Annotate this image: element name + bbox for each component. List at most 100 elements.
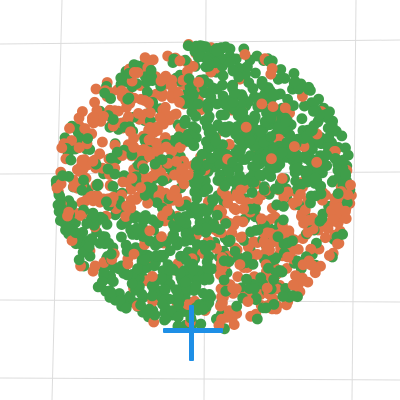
cell-dot: [179, 236, 191, 247]
cell-dot: [250, 67, 261, 79]
cell-dot: [207, 194, 218, 206]
cell-dot: [305, 126, 317, 137]
cell-dot: [125, 202, 137, 214]
cell-dot: [322, 223, 334, 235]
cell-dot: [78, 174, 89, 186]
cell-dot: [174, 142, 186, 153]
cell-dot: [273, 183, 285, 195]
cell-dot: [238, 203, 250, 215]
cell-dot: [89, 96, 100, 108]
cell-dot: [255, 126, 267, 138]
cell-dot: [263, 262, 274, 274]
cell-dot: [146, 271, 158, 282]
cell-dot: [223, 121, 235, 132]
cell-dot: [126, 278, 138, 289]
cell-dot: [141, 86, 153, 98]
cell-dot: [220, 41, 232, 53]
cell-dot: [301, 165, 313, 177]
cell-dot: [224, 234, 236, 246]
cell-dot: [162, 205, 173, 217]
cell-dot: [130, 194, 142, 205]
cell-dot: [209, 222, 221, 234]
cell-dot: [145, 64, 157, 76]
cell-dot: [88, 117, 99, 129]
cell-dot: [330, 153, 341, 164]
cell-dot: [272, 231, 284, 243]
cell-dot: [196, 148, 208, 160]
cell-dot: [219, 109, 231, 121]
cell-dot: [224, 57, 236, 68]
cell-dot: [296, 113, 308, 125]
cell-dot: [101, 219, 113, 230]
cell-dot: [258, 236, 270, 248]
cell-dot: [126, 172, 138, 184]
cell-dot: [116, 219, 128, 231]
cell-dot: [277, 291, 289, 302]
cell-dot: [332, 238, 343, 250]
cell-dot: [234, 193, 246, 205]
cell-dot: [252, 224, 264, 236]
cell-dot: [120, 211, 132, 222]
cell-dot: [206, 124, 218, 136]
cell-dot: [202, 262, 213, 274]
cell-dot: [143, 134, 155, 146]
cell-dot: [242, 61, 253, 72]
cell-dot: [87, 155, 99, 167]
cell-dot: [265, 111, 277, 123]
cell-dot: [279, 73, 291, 84]
cell-dot: [310, 172, 321, 184]
cell-dot: [68, 181, 79, 193]
cell-dot: [305, 259, 317, 271]
cell-dot: [128, 67, 140, 78]
cell-dot: [250, 294, 262, 306]
cell-dot: [76, 154, 88, 166]
cell-dot: [174, 55, 186, 67]
cell-dot: [217, 70, 229, 82]
cell-dot: [211, 83, 223, 95]
cell-dot: [128, 142, 140, 153]
cell-dot: [287, 290, 298, 302]
cell-dot: [70, 227, 82, 239]
cell-dot: [237, 106, 249, 118]
cell-dot: [203, 111, 215, 122]
cell-dot: [66, 135, 77, 146]
cell-dot: [220, 189, 232, 201]
cell-dot: [146, 290, 158, 302]
cell-dot: [65, 154, 77, 166]
grid-line: [0, 377, 400, 381]
cell-dot: [218, 274, 230, 286]
cell-dot: [181, 132, 193, 144]
cell-dot: [160, 313, 172, 324]
cell-dot: [218, 255, 230, 267]
cell-dot: [97, 136, 108, 148]
cell-dot: [122, 258, 134, 270]
agar-cluster: [50, 39, 357, 335]
cell-dot: [276, 147, 288, 159]
cell-dot: [109, 168, 121, 180]
cell-dot: [192, 224, 204, 236]
cell-dot: [107, 180, 119, 192]
cell-dot: [302, 276, 314, 288]
cell-dot: [227, 79, 239, 91]
cell-dot: [251, 249, 263, 260]
cell-dot: [170, 284, 182, 296]
cell-dot: [192, 98, 204, 110]
cell-dot: [210, 135, 222, 147]
cell-dot: [262, 227, 273, 239]
cell-dot: [200, 244, 211, 256]
cell-dot: [247, 258, 259, 270]
cell-dot: [341, 197, 353, 209]
cell-dot: [156, 231, 167, 243]
cell-dot: [327, 175, 339, 187]
cell-dot: [128, 248, 140, 260]
cell-dot: [129, 212, 141, 224]
cell-dot: [291, 162, 303, 174]
cell-dot: [173, 298, 185, 310]
cell-dot: [159, 284, 171, 295]
cell-dot: [154, 112, 166, 124]
cell-dot: [301, 176, 312, 187]
crosshair-vertical: [189, 305, 194, 361]
cell-dot: [289, 75, 301, 87]
